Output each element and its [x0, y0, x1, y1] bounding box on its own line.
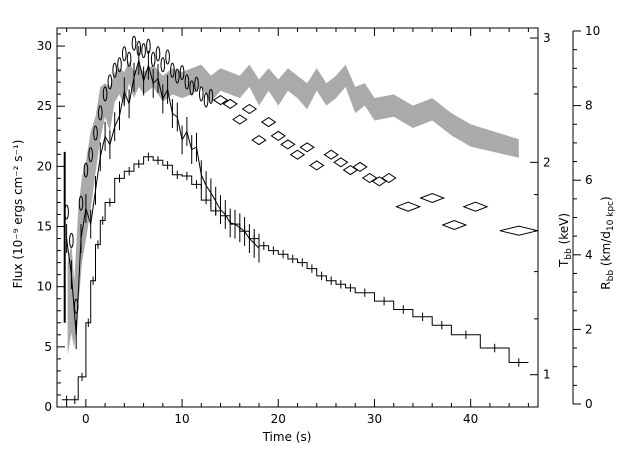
- rbb-band-series: [67, 60, 519, 356]
- tbb-tick-label: 3: [543, 31, 551, 45]
- tbb-early-point: [126, 51, 132, 67]
- tbb-early-point: [88, 147, 93, 163]
- tbb-early-point: [184, 74, 190, 90]
- tbb-diamond: [212, 95, 229, 106]
- y-tick-label: 0: [44, 400, 52, 414]
- y-tick-label: 20: [37, 159, 52, 173]
- tbb-diamond: [251, 135, 267, 146]
- tbb-early-point: [150, 51, 156, 67]
- tbb-early-point: [208, 88, 214, 104]
- y-tick-label: 15: [37, 220, 52, 234]
- rbb-axis-title: Rbb (km/d10 kpc): [599, 196, 616, 289]
- flux-fine-series: [63, 46, 260, 350]
- tbb-diamond: [323, 149, 339, 160]
- x-tick-label: 20: [271, 412, 286, 426]
- tbb-early-point: [122, 46, 127, 62]
- tbb-diamond: [308, 160, 325, 171]
- tbb-diamond: [395, 201, 422, 212]
- tbb-early-point: [93, 125, 98, 141]
- tbb-diamond: [333, 157, 349, 168]
- tbb-diamond: [260, 117, 277, 128]
- tbb-diamond: [280, 139, 296, 150]
- tbb-early-point: [102, 86, 108, 102]
- tbb-diamond: [289, 149, 306, 160]
- flux-histogram-series: [61, 152, 529, 404]
- tbb-early-point: [117, 57, 122, 73]
- tbb-early-point: [179, 65, 185, 81]
- tbb-early-point: [155, 46, 161, 62]
- tbb-early-point: [175, 68, 180, 84]
- tbb-diamond: [419, 192, 446, 204]
- rbb-tick-label: 2: [585, 322, 593, 336]
- y-axis-title: Flux (10⁻⁹ ergs cm⁻² s⁻¹): [11, 140, 25, 289]
- tbb-diamond: [241, 103, 258, 115]
- tbb-tick-label: 2: [543, 155, 551, 169]
- y-tick-label: 5: [44, 340, 52, 354]
- tbb-diamond: [352, 161, 368, 172]
- tbb-diamond: [462, 201, 489, 212]
- tbb-diamond: [371, 176, 388, 187]
- rbb-tick-label: 8: [585, 99, 593, 113]
- tbb-early-point: [194, 76, 199, 92]
- y-tick-label: 10: [37, 280, 52, 294]
- tbb-early-series: [64, 35, 214, 314]
- rbb-band: [67, 60, 519, 356]
- tbb-early-point: [112, 62, 117, 78]
- x-axis-title: Time (s): [262, 430, 312, 444]
- tbb-early-point: [83, 162, 89, 178]
- tbb-early-point: [107, 74, 113, 90]
- flux-histogram-line: [61, 156, 529, 401]
- y-tick-label: 30: [37, 39, 52, 53]
- tbb-diamond: [499, 225, 538, 236]
- tbb-diamond: [342, 165, 359, 176]
- tbb-diamond: [361, 172, 378, 184]
- tbb-early-point: [199, 86, 204, 102]
- tbb-early-point: [165, 49, 170, 65]
- rbb-tick-label: 4: [585, 248, 593, 262]
- plot-area: [61, 35, 538, 404]
- tbb-diamond: [232, 114, 248, 125]
- x-tick-label: 30: [367, 412, 382, 426]
- tbb-tick-label: 1: [543, 368, 551, 382]
- tbb-early-point: [170, 62, 175, 78]
- tbb-axis-title: Tbb (keV): [557, 213, 574, 268]
- tbb-diamond: [222, 98, 238, 109]
- tbb-early-point: [78, 195, 84, 211]
- x-tick-label: 10: [174, 412, 189, 426]
- tbb-diamond: [270, 130, 287, 141]
- x-tick-label: 40: [463, 412, 478, 426]
- tbb-early-point: [160, 57, 166, 73]
- tbb-early-point: [203, 92, 209, 108]
- y-tick-label: 25: [37, 99, 52, 113]
- tbb-diamond: [381, 172, 397, 184]
- rbb-tick-label: 10: [585, 24, 600, 38]
- tbb-early-point: [98, 105, 103, 121]
- tbb-diamond: [299, 142, 315, 153]
- tbb-early-point: [189, 80, 194, 96]
- x-tick-label: 0: [82, 412, 90, 426]
- rbb-tick-label: 0: [585, 397, 593, 411]
- tbb-diamond-series: [212, 95, 538, 236]
- tbb-diamond: [441, 219, 468, 231]
- tbb-early-point: [141, 43, 146, 59]
- tbb-early-point: [131, 35, 137, 51]
- rbb-tick-label: 6: [585, 173, 593, 187]
- tbb-early-point: [69, 232, 74, 248]
- axis-labels: Time (s) Flux (10⁻⁹ ergs cm⁻² s⁻¹) Tbb (…: [11, 140, 616, 444]
